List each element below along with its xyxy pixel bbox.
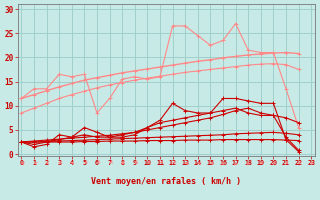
X-axis label: Vent moyen/en rafales ( km/h ): Vent moyen/en rafales ( km/h ) [91,177,241,186]
